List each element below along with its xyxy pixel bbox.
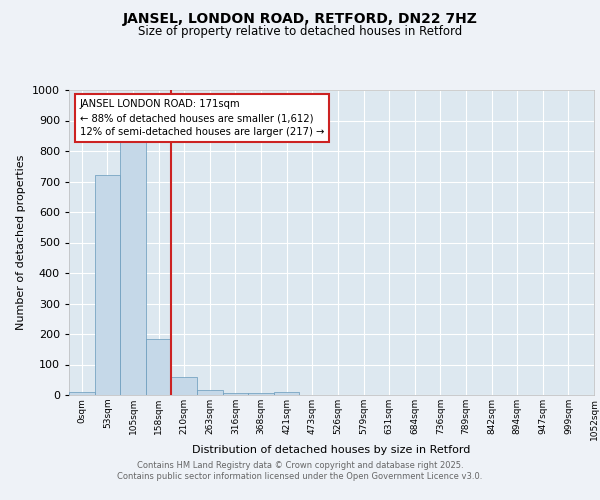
Bar [172,378,197,395]
Text: Contains HM Land Registry data © Crown copyright and database right 2025.: Contains HM Land Registry data © Crown c… [137,461,463,470]
Bar [95,176,120,395]
Text: Contains public sector information licensed under the Open Government Licence v3: Contains public sector information licen… [118,472,482,481]
Bar [146,339,172,395]
Bar [248,394,274,395]
Bar [120,139,146,395]
Bar [223,394,248,395]
Text: JANSEL, LONDON ROAD, RETFORD, DN22 7HZ: JANSEL, LONDON ROAD, RETFORD, DN22 7HZ [122,12,478,26]
Bar [274,392,299,395]
X-axis label: Distribution of detached houses by size in Retford: Distribution of detached houses by size … [193,446,470,456]
Y-axis label: Number of detached properties: Number of detached properties [16,155,26,330]
Bar [69,392,95,395]
Text: JANSEL LONDON ROAD: 171sqm
← 88% of detached houses are smaller (1,612)
12% of s: JANSEL LONDON ROAD: 171sqm ← 88% of deta… [79,99,324,137]
Bar [197,390,223,395]
Text: Size of property relative to detached houses in Retford: Size of property relative to detached ho… [138,25,462,38]
